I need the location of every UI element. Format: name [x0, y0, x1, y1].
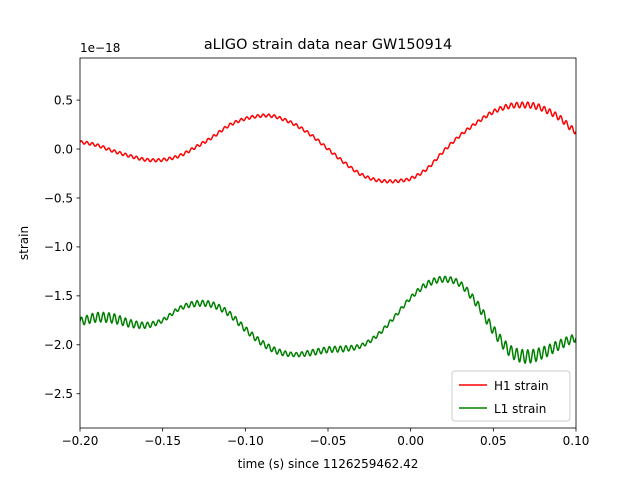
legend-label-h1: H1 strain [494, 379, 549, 393]
x-tick-label: 0.00 [397, 434, 424, 448]
series-line-h1 [80, 101, 576, 184]
series-layer [80, 101, 576, 364]
chart-title: aLIGO strain data near GW150914 [204, 37, 452, 53]
y-axis-label: strain [17, 226, 31, 260]
x-tick-label: 0.05 [480, 434, 507, 448]
y-tick-label: −1.5 [44, 289, 73, 303]
y-axis: 0.5 0.0 −0.5 −1.0 −1.5 −2.0 −2.5 [44, 93, 80, 401]
x-tick-label: −0.05 [310, 434, 347, 448]
y-tick-label: −1.0 [44, 240, 73, 254]
y-tick-label: −2.0 [44, 338, 73, 352]
x-tick-label: −0.20 [62, 434, 99, 448]
x-axis: −0.20 −0.15 −0.10 −0.05 0.00 0.05 0.10 [62, 428, 590, 448]
y-axis-offset-label: 1e−18 [80, 41, 120, 55]
x-tick-label: −0.10 [227, 434, 264, 448]
y-tick-label: 0.5 [54, 93, 73, 107]
x-tick-label: 0.10 [563, 434, 590, 448]
plot-area [80, 58, 576, 428]
legend: H1 strain L1 strain [451, 370, 571, 422]
legend-label-l1: L1 strain [494, 402, 546, 416]
x-tick-label: −0.15 [144, 434, 181, 448]
y-tick-label: −2.5 [44, 387, 73, 401]
series-line-l1 [80, 275, 576, 364]
y-tick-label: 0.0 [54, 142, 73, 156]
y-tick-label: −0.5 [44, 191, 73, 205]
x-axis-label: time (s) since 1126259462.42 [238, 457, 419, 471]
